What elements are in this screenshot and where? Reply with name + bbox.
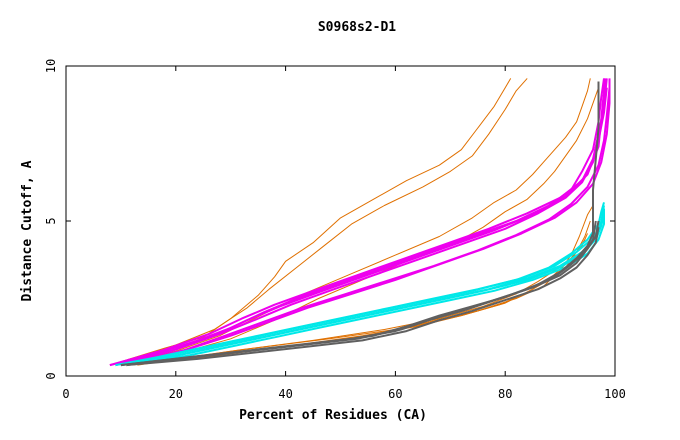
- series-line-gray-3: [126, 220, 600, 367]
- series-line-gray-1: [120, 81, 600, 367]
- y-axis-label: Distance Cutoff, A: [20, 160, 35, 301]
- x-axis: 0 20 40 60 80 100: [62, 66, 626, 401]
- chart-title: S0968s2-D1: [318, 20, 396, 35]
- series-line-magenta-3: [115, 78, 607, 367]
- plot-area: [65, 65, 616, 377]
- y-tick-label-10: 10: [44, 59, 58, 73]
- x-tick-label-20: 20: [169, 387, 183, 401]
- x-tick-label-40: 40: [278, 387, 292, 401]
- x-tick-label-0: 0: [62, 387, 69, 401]
- x-axis-label: Percent of Residues (CA): [239, 408, 427, 423]
- series-line-orange-1: [109, 78, 512, 366]
- series-line-cyan-2: [120, 211, 605, 367]
- y-axis: 0 5 10: [44, 59, 615, 380]
- x-tick-label-100: 100: [604, 387, 626, 401]
- y-tick-label-0: 0: [44, 372, 58, 379]
- x-tick-label-60: 60: [388, 387, 402, 401]
- series-line-magenta-4: [115, 87, 608, 367]
- y-tick-label-5: 5: [44, 217, 58, 224]
- series-line-orange-4: [120, 87, 599, 366]
- series-line-magenta-1: [109, 78, 605, 367]
- series-line-orange-2: [115, 78, 528, 366]
- series-line-magenta-6: [120, 78, 611, 367]
- x-tick-label-80: 80: [498, 387, 512, 401]
- series-line-magenta-2: [109, 78, 608, 367]
- series-layer: [109, 78, 611, 367]
- series-line-gray-4: [126, 227, 600, 367]
